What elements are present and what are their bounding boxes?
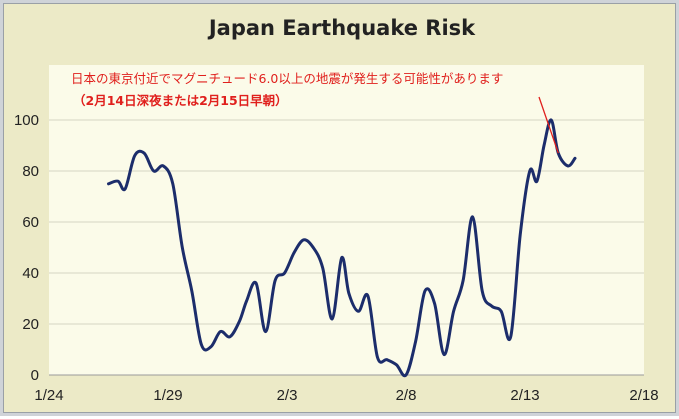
data-point [395,363,398,366]
annotation-pointer [538,96,559,154]
data-point [133,154,136,157]
data-point [292,251,296,254]
data-point [340,256,343,259]
annotation-line-1: 日本の東京付近でマグニチュード6.0以上の地震が発生する可能性があります [71,71,503,86]
y-tick-label: 40 [22,265,39,282]
data-point [228,335,232,338]
data-point [347,292,351,295]
plot-area [49,65,644,375]
data-point [414,340,417,344]
data-point [528,169,531,173]
x-tick-label: 1/24 [34,387,63,404]
annotation-line-2: （2月14日深夜または2月15日早朝） [73,93,288,108]
data-point [123,187,127,191]
y-tick-label: 20 [22,316,39,333]
data-point [200,343,203,346]
x-tick-label: 1/29 [153,387,182,404]
y-tick-label: 0 [31,367,39,384]
data-point [366,294,370,298]
x-tick-label: 2/18 [629,387,658,404]
data-point [238,320,241,323]
series-group [107,118,577,378]
data-point [219,330,222,333]
data-point [573,157,577,160]
data-point [519,233,522,236]
y-tick-label: 100 [14,112,39,129]
data-point [549,118,553,122]
data-point [311,246,315,249]
y-tick-label: 60 [22,214,39,231]
data-point [143,151,146,155]
series-line-0 [107,118,577,378]
data-point [490,304,493,308]
data-point [152,169,155,173]
data-point [461,279,465,282]
data-point [442,353,446,356]
data-point [433,302,436,305]
data-point [385,358,389,361]
data-point [245,299,248,303]
y-tick-label: 80 [22,163,39,180]
data-point [404,373,408,377]
data-point [107,182,110,185]
data-point [273,279,277,282]
x-tick-label: 2/8 [396,387,417,404]
data-point [254,282,258,285]
data-point [264,330,267,333]
data-point [480,289,484,293]
data-point [171,182,174,185]
x-tick-label: 2/13 [510,387,539,404]
data-point [357,310,360,313]
data-point [542,144,546,147]
data-point [209,345,213,349]
data-point [116,180,120,183]
data-point [471,215,474,219]
data-point [162,164,165,168]
data-point [283,271,286,275]
data-point [321,266,324,270]
data-point [500,310,503,313]
data-point [423,289,427,293]
data-point [376,355,379,359]
data-point [509,335,512,338]
data-point [181,246,184,249]
data-point [302,238,305,242]
x-axis-ticks: 1/24 1/29 2/3 2/8 2/13 2/18 [34,387,658,404]
x-tick-label: 2/3 [277,387,298,404]
y-axis-ticks: 0 20 40 60 80 100 [14,112,39,384]
data-point [452,310,455,313]
data-point [190,289,193,293]
data-point [331,317,334,321]
chart-title: Japan Earthquake Risk [207,16,476,40]
data-point [535,180,539,183]
data-point [566,164,570,168]
